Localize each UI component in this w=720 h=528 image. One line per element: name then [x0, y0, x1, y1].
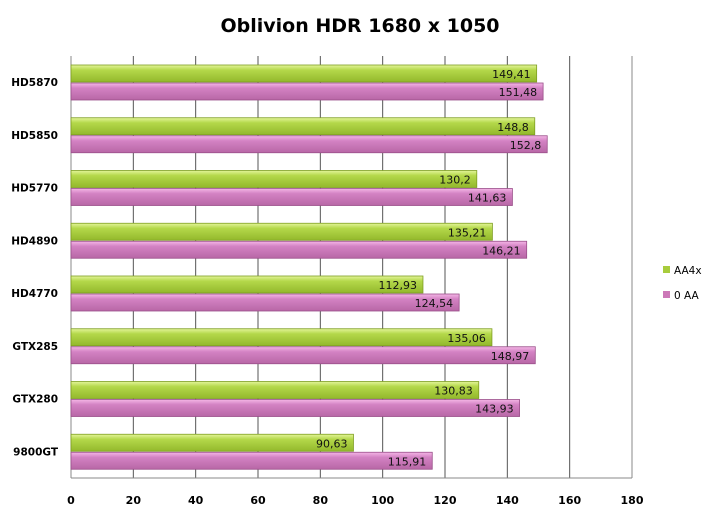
- x-tick-label: 100: [371, 494, 394, 507]
- data-label: 135,21: [448, 226, 487, 239]
- data-label: 130,2: [439, 174, 471, 187]
- bar-aa4x: [70, 170, 478, 188]
- bar-0aa: [70, 135, 548, 154]
- legend-swatch: [663, 266, 670, 273]
- bar-aa4x: [70, 275, 424, 294]
- legend-label: 0 AA: [674, 290, 699, 302]
- chart-title: Oblivion HDR 1680 x 1050: [220, 15, 499, 37]
- bar-aa4x: [70, 433, 354, 452]
- x-tick-label: 160: [558, 494, 581, 507]
- data-label: 141,63: [468, 192, 507, 205]
- x-tick-label: 20: [126, 494, 142, 507]
- data-label: 146,21: [482, 244, 521, 257]
- bar-aa4x: [70, 381, 480, 399]
- bar-aa4x: [70, 328, 493, 347]
- x-tick-label: 60: [250, 494, 266, 507]
- legend-label: AA4x: [674, 265, 702, 277]
- data-label: 152,8: [510, 139, 542, 152]
- data-label: 151,48: [499, 86, 538, 99]
- data-label: 148,8: [497, 121, 529, 134]
- bar-aa4x: [70, 222, 493, 241]
- category-label: HD5850: [11, 130, 58, 142]
- category-label: GTX285: [12, 341, 58, 353]
- data-label: 90,63: [316, 437, 348, 450]
- bar-0aa: [70, 240, 528, 259]
- x-tick-label: 0: [67, 494, 75, 507]
- x-tick-label: 180: [621, 494, 644, 507]
- x-tick-label: 120: [434, 494, 457, 507]
- category-label: HD4890: [11, 235, 58, 247]
- legend-swatch: [663, 291, 670, 298]
- data-label: 148,97: [491, 350, 530, 363]
- data-label: 112,93: [378, 279, 417, 292]
- category-label: HD5770: [11, 183, 58, 195]
- category-label: HD4770: [11, 288, 58, 300]
- x-tick-label: 40: [188, 494, 204, 507]
- data-label: 124,54: [415, 297, 454, 310]
- x-tick-label: 80: [313, 494, 329, 507]
- bar-0aa: [70, 293, 460, 312]
- category-label: GTX280: [12, 394, 58, 406]
- data-label: 149,41: [492, 68, 531, 81]
- bar-0aa: [70, 82, 544, 101]
- category-label: HD5870: [11, 77, 58, 89]
- data-label: 143,93: [475, 403, 514, 416]
- category-label: 9800GT: [13, 446, 59, 458]
- x-tick-label: 140: [496, 494, 519, 507]
- bar-0aa: [70, 399, 520, 417]
- data-label: 130,83: [434, 385, 473, 398]
- data-label: 135,06: [447, 332, 486, 345]
- bar-aa4x: [70, 117, 536, 136]
- bar-0aa: [70, 451, 433, 470]
- bar-0aa: [70, 188, 513, 206]
- bar-aa4x: [70, 64, 538, 83]
- bar-0aa: [70, 346, 536, 365]
- data-label: 115,91: [388, 455, 427, 468]
